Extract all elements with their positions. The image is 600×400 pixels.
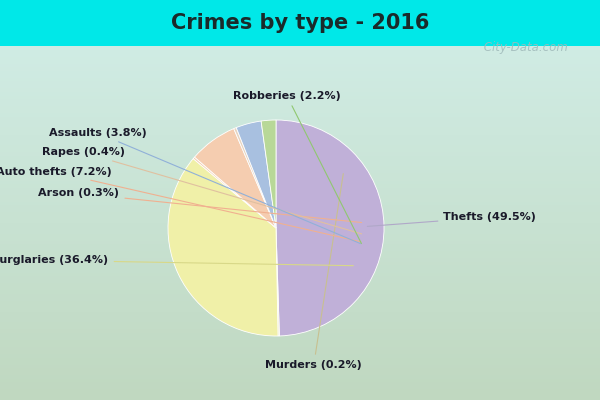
Text: Murders (0.2%): Murders (0.2%) <box>265 174 362 370</box>
Text: Burglaries (36.4%): Burglaries (36.4%) <box>0 255 353 266</box>
Text: City-Data.com: City-Data.com <box>480 42 568 54</box>
Text: Robberies (2.2%): Robberies (2.2%) <box>233 90 361 244</box>
Wedge shape <box>261 120 276 228</box>
Wedge shape <box>168 159 278 336</box>
Wedge shape <box>193 157 276 228</box>
Wedge shape <box>276 120 384 336</box>
Text: Arson (0.3%): Arson (0.3%) <box>38 188 362 222</box>
Text: Assaults (3.8%): Assaults (3.8%) <box>49 128 361 244</box>
Wedge shape <box>234 128 276 228</box>
Text: Crimes by type - 2016: Crimes by type - 2016 <box>171 13 429 33</box>
Wedge shape <box>276 228 280 336</box>
Text: Thefts (49.5%): Thefts (49.5%) <box>367 212 536 226</box>
Wedge shape <box>194 129 276 228</box>
Text: Auto thefts (7.2%): Auto thefts (7.2%) <box>0 167 361 242</box>
Text: Rapes (0.4%): Rapes (0.4%) <box>42 147 362 234</box>
Wedge shape <box>236 121 276 228</box>
